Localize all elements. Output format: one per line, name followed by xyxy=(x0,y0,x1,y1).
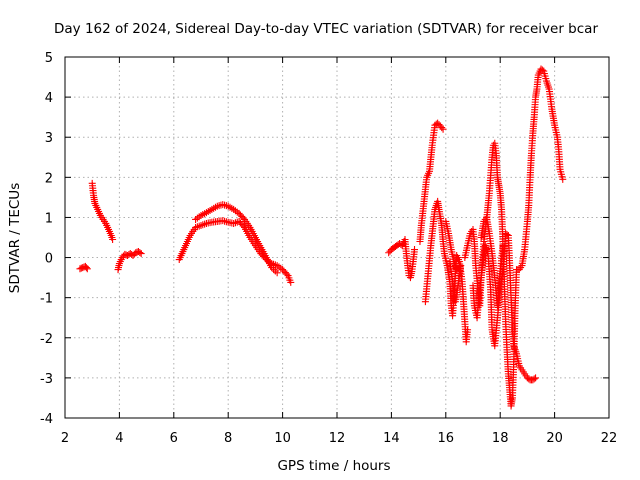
data-point-marker xyxy=(137,250,145,258)
x-tick-label: 20 xyxy=(546,431,563,446)
y-tick-label: -1 xyxy=(40,292,53,307)
data-point-marker xyxy=(530,375,538,383)
data-point-marker xyxy=(283,270,291,278)
x-tick-label: 4 xyxy=(115,431,123,446)
x-tick-label: 10 xyxy=(274,431,291,446)
data-point-marker xyxy=(83,265,91,273)
y-tick-label: 3 xyxy=(45,131,53,146)
data-point-marker xyxy=(239,214,247,222)
data-points xyxy=(76,65,567,410)
y-axis-label: SDTVAR / TECUs xyxy=(7,183,23,293)
x-tick-label: 12 xyxy=(329,431,346,446)
x-tick-label: 22 xyxy=(601,431,618,446)
data-point-marker xyxy=(457,262,465,270)
y-tick-label: -3 xyxy=(40,372,53,387)
y-tick-label: -2 xyxy=(40,332,53,347)
data-point-marker xyxy=(438,124,446,132)
data-point-marker xyxy=(136,249,144,257)
x-tick-label: 18 xyxy=(492,431,509,446)
x-tick-label: 8 xyxy=(224,431,232,446)
plot-frame xyxy=(64,56,610,419)
data-point-marker xyxy=(464,326,472,334)
data-point-marker xyxy=(287,278,295,286)
y-tick-label: 4 xyxy=(45,91,53,106)
x-tick-label: 2 xyxy=(61,431,69,446)
data-point-marker xyxy=(499,242,507,250)
data-point-marker xyxy=(411,246,419,254)
data-point-marker xyxy=(439,125,447,133)
data-point-marker xyxy=(82,264,90,272)
data-point-marker xyxy=(503,230,511,238)
y-tick-label: -4 xyxy=(40,412,53,427)
x-tick-label: 16 xyxy=(438,431,455,446)
data-point-marker xyxy=(559,175,567,183)
data-point-marker xyxy=(273,269,281,277)
x-axis-label: GPS time / hours xyxy=(277,458,390,474)
grid-lines xyxy=(65,57,609,418)
y-tick-label: 2 xyxy=(45,171,53,186)
y-tick-label: 5 xyxy=(45,51,53,66)
x-tick-label: 14 xyxy=(383,431,400,446)
y-tick-label: 1 xyxy=(45,211,53,226)
x-tick-label: 6 xyxy=(170,431,178,446)
y-tick-label: 0 xyxy=(45,252,53,267)
data-point-marker xyxy=(532,374,540,382)
data-point-marker xyxy=(538,66,546,74)
chart-title: Day 162 of 2024, Sidereal Day-to-day VTE… xyxy=(54,21,598,37)
data-point-marker xyxy=(109,236,117,244)
